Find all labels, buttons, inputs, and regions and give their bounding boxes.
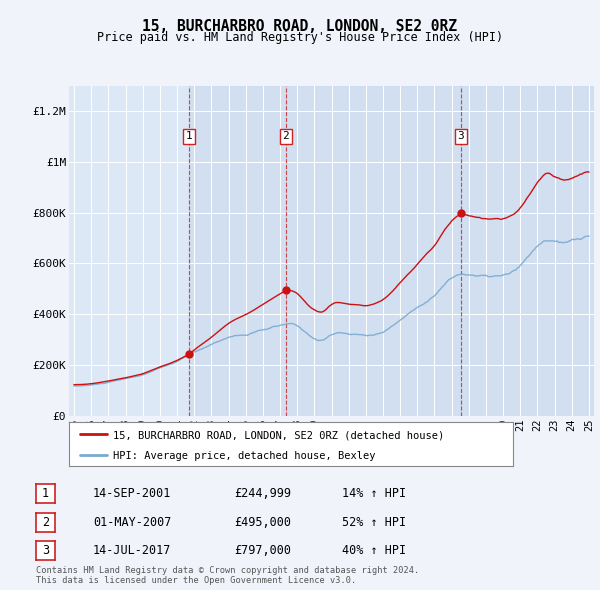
Bar [461,86,594,416]
Text: £797,000: £797,000 [234,544,291,557]
Text: 01-MAY-2007: 01-MAY-2007 [93,516,172,529]
Bar [189,86,286,416]
Text: 14% ↑ HPI: 14% ↑ HPI [342,487,406,500]
Text: 52% ↑ HPI: 52% ↑ HPI [342,516,406,529]
Text: 15, BURCHARBRO ROAD, LONDON, SE2 0RZ: 15, BURCHARBRO ROAD, LONDON, SE2 0RZ [143,19,458,34]
Text: £495,000: £495,000 [234,516,291,529]
Text: £244,999: £244,999 [234,487,291,500]
Text: 2: 2 [42,516,49,529]
Text: Price paid vs. HM Land Registry's House Price Index (HPI): Price paid vs. HM Land Registry's House … [97,31,503,44]
Text: 2: 2 [283,132,289,142]
Text: 40% ↑ HPI: 40% ↑ HPI [342,544,406,557]
Text: Contains HM Land Registry data © Crown copyright and database right 2024.
This d: Contains HM Land Registry data © Crown c… [36,566,419,585]
Text: 1: 1 [42,487,49,500]
Text: 1: 1 [186,132,193,142]
Text: 15, BURCHARBRO ROAD, LONDON, SE2 0RZ (detached house): 15, BURCHARBRO ROAD, LONDON, SE2 0RZ (de… [113,430,445,440]
Text: 14-JUL-2017: 14-JUL-2017 [93,544,172,557]
Bar [286,86,461,416]
Text: 14-SEP-2001: 14-SEP-2001 [93,487,172,500]
Text: HPI: Average price, detached house, Bexley: HPI: Average price, detached house, Bexl… [113,451,376,461]
Text: 3: 3 [42,544,49,557]
Text: 3: 3 [457,132,464,142]
